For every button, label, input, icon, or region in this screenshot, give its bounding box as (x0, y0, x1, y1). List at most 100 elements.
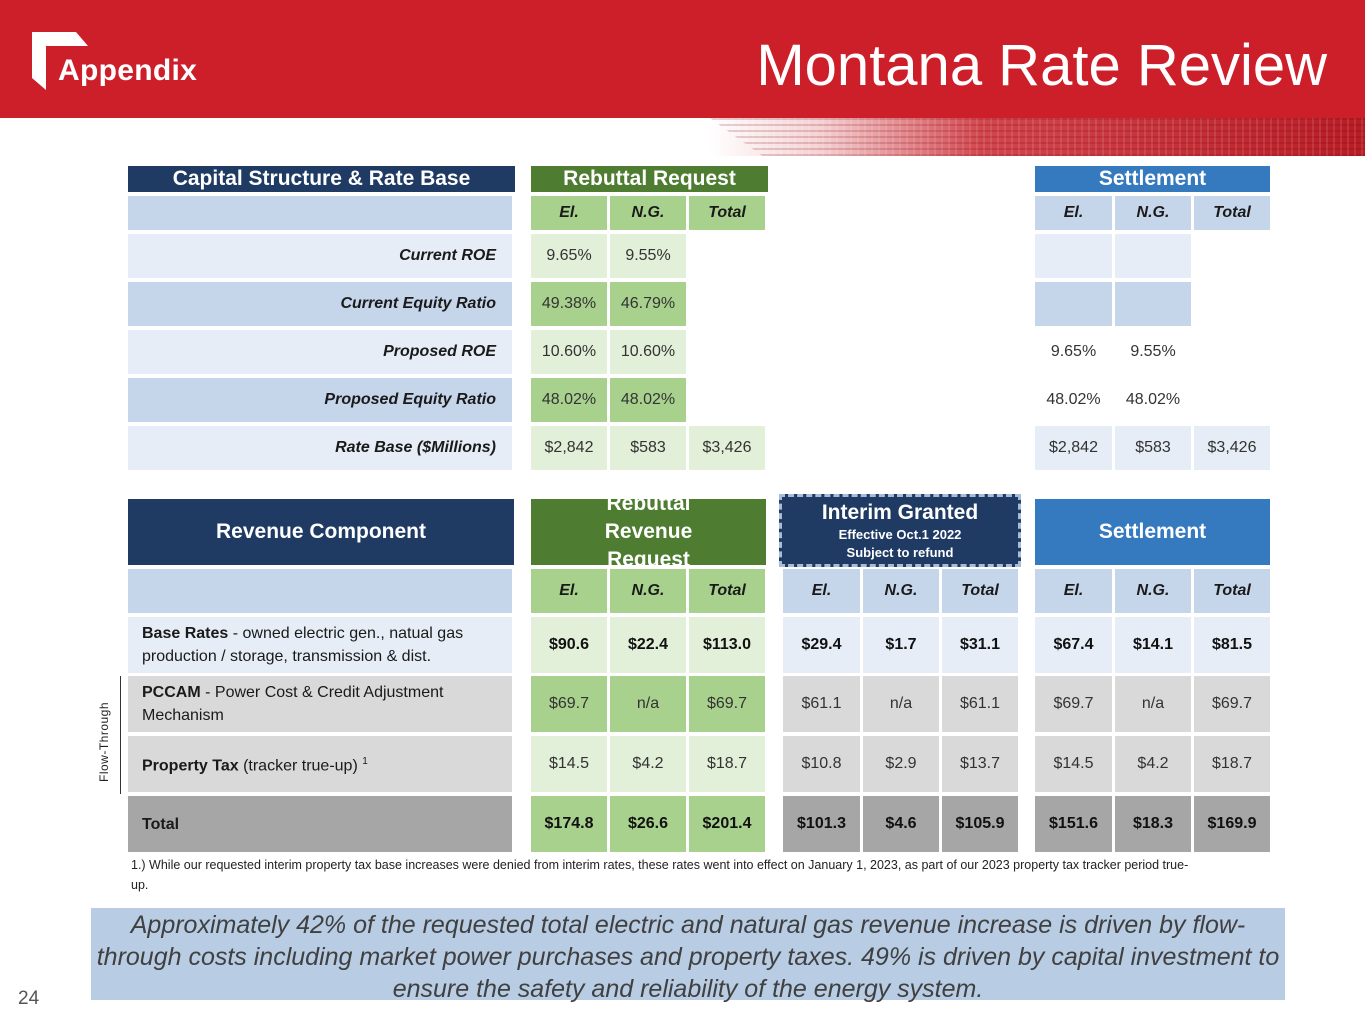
revenue-subheader-blank (128, 569, 512, 613)
row-desc: - Power Cost & Credit Adjustment Mechani… (142, 684, 444, 724)
capital-cell (1115, 234, 1191, 278)
revenue-cell: $31.1 (942, 617, 1018, 673)
revenue-cell: $61.1 (942, 676, 1018, 732)
revenue-row-label: Base Rates - owned electric gen., natual… (128, 617, 512, 673)
section-label: Appendix (58, 54, 198, 87)
capital-cell: 46.79% (610, 282, 686, 326)
capital-cell: $583 (610, 426, 686, 470)
revenue-cell: $67.4 (1035, 617, 1112, 673)
summary-callout: Approximately 42% of the requested total… (91, 908, 1285, 1003)
capital-cell: 48.02% (1125, 391, 1181, 408)
row-name: Property Tax (142, 757, 239, 775)
revenue-interim-title: Interim Granted (821, 500, 979, 524)
revenue-cell: $69.7 (531, 676, 607, 732)
revenue-int-col-el: El. (783, 569, 860, 613)
revenue-cell: $169.9 (1194, 796, 1270, 852)
revenue-set-col-el: El. (1035, 569, 1112, 613)
revenue-rebuttal-title: Rebuttal Revenue Request (531, 492, 766, 571)
capital-cell: 48.02% (610, 378, 686, 422)
capital-row-label: Current ROE (128, 234, 512, 278)
revenue-cell: $4.6 (863, 796, 939, 852)
capital-subheader-blank (128, 196, 512, 230)
flow-through-bracket (120, 676, 121, 794)
capital-cell: 9.55% (610, 234, 686, 278)
page-number: 24 (18, 988, 40, 1009)
capital-row-label: Proposed ROE (128, 330, 512, 374)
revenue-cell: $22.4 (610, 617, 686, 673)
revenue-int-col-ng: N.G. (863, 569, 939, 613)
revenue-cell: $2.9 (863, 736, 939, 792)
revenue-cell: $69.7 (1194, 676, 1270, 732)
revenue-set-col-total: Total (1194, 569, 1270, 613)
revenue-cell: $13.7 (942, 736, 1018, 792)
capital-row-label: Rate Base ($Millions) (128, 426, 512, 470)
revenue-cell: $14.5 (1035, 736, 1112, 792)
revenue-cell: $61.1 (783, 676, 860, 732)
revenue-cell: $90.6 (531, 617, 607, 673)
capital-cell: 9.65% (1050, 343, 1097, 360)
revenue-cell: $18.7 (689, 736, 765, 792)
revenue-cell: n/a (610, 676, 686, 732)
capital-reb-col-total: Total (689, 196, 765, 230)
revenue-cell: $201.4 (689, 796, 765, 852)
capital-reb-col-el: El. (531, 196, 607, 230)
revenue-cell: $69.7 (689, 676, 765, 732)
revenue-cell: $113.0 (689, 617, 765, 673)
revenue-cell: $26.6 (610, 796, 686, 852)
revenue-cell: $18.3 (1115, 796, 1191, 852)
capital-row-label: Current Equity Ratio (128, 282, 512, 326)
decorative-texture (710, 118, 1365, 156)
revenue-interim-line2: Subject to refund (846, 544, 954, 560)
row-name: Base Rates (142, 625, 229, 642)
revenue-interim-title-box: Interim Granted Effective Oct.1 2022 Sub… (779, 494, 1021, 567)
capital-table-title: Capital Structure & Rate Base (128, 166, 515, 192)
row-desc: - owned electric gen., natual gas produc… (142, 625, 464, 665)
row-name: PCCAM (142, 684, 201, 701)
capital-cell: 48.02% (1046, 391, 1101, 408)
revenue-cell: $1.7 (863, 617, 939, 673)
capital-cell: $2,842 (1035, 426, 1112, 470)
capital-rebuttal-title: Rebuttal Request (531, 166, 768, 192)
capital-cell: 9.55% (1130, 343, 1176, 360)
revenue-settlement-title: Settlement (1035, 499, 1270, 565)
revenue-cell: $151.6 (1035, 796, 1112, 852)
capital-cell: 48.02% (531, 378, 607, 422)
revenue-cell: $29.4 (783, 617, 860, 673)
capital-cell: 49.38% (531, 282, 607, 326)
revenue-cell: $69.7 (1035, 676, 1112, 732)
revenue-reb-col-total: Total (689, 569, 765, 613)
footnote-ref: 1 (362, 756, 368, 768)
capital-cell (1035, 234, 1112, 278)
revenue-reb-col-ng: N.G. (610, 569, 686, 613)
revenue-cell: $174.8 (531, 796, 607, 852)
capital-settlement-title: Settlement (1035, 166, 1270, 192)
revenue-cell: $4.2 (610, 736, 686, 792)
row-desc: (tracker true-up) (238, 757, 358, 775)
revenue-table-title: Revenue Component (128, 499, 514, 565)
revenue-reb-col-el: El. (531, 569, 607, 613)
revenue-int-col-total: Total (942, 569, 1018, 613)
flow-through-label: Flow-Through (97, 701, 111, 783)
capital-cell: $3,426 (1194, 426, 1270, 470)
revenue-cell: n/a (1115, 676, 1191, 732)
revenue-row-label: Total (128, 796, 512, 852)
revenue-cell: $105.9 (942, 796, 1018, 852)
capital-cell (1115, 282, 1191, 326)
capital-set-col-total: Total (1194, 196, 1270, 230)
capital-set-col-ng: N.G. (1115, 196, 1191, 230)
capital-cell (1035, 282, 1112, 326)
capital-reb-col-ng: N.G. (610, 196, 686, 230)
capital-row-label: Proposed Equity Ratio (128, 378, 512, 422)
capital-cell: 10.60% (531, 330, 607, 374)
row-name: Total (142, 815, 180, 833)
page-title: Montana Rate Review (756, 33, 1327, 98)
capital-cell: 9.65% (531, 234, 607, 278)
revenue-cell: $81.5 (1194, 617, 1270, 673)
footnote: 1.) While our requested interim property… (131, 858, 1189, 892)
revenue-cell: $18.7 (1194, 736, 1270, 792)
decorative-band (0, 118, 1365, 156)
revenue-cell: $101.3 (783, 796, 860, 852)
capital-cell: $2,842 (531, 426, 607, 470)
revenue-cell: $4.2 (1115, 736, 1191, 792)
logo-icon (32, 32, 88, 90)
